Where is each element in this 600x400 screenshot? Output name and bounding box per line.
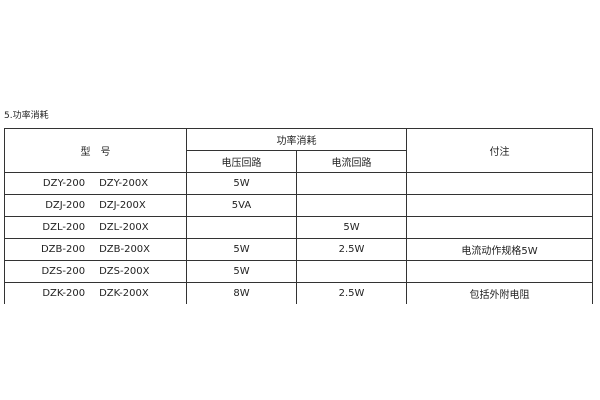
table-row: DZL-200 DZL-200X 5W: [4, 216, 593, 239]
model-a: DZK-200: [42, 288, 86, 299]
section-title: 5.功率消耗: [4, 111, 49, 121]
model-cell: DZJ-200 DZJ-200X: [4, 194, 187, 217]
note-cell: 电流动作规格5W: [406, 238, 593, 261]
voltage-cell: 5VA: [186, 194, 297, 217]
table-row: DZS-200 DZS-200X 5W: [4, 260, 593, 283]
voltage-cell: 8W: [186, 282, 297, 304]
model-a: DZJ-200: [45, 200, 86, 211]
header-power: 功率消耗: [186, 128, 407, 151]
voltage-cell: 5W: [186, 260, 297, 283]
model-cell: DZL-200 DZL-200X: [4, 216, 187, 239]
header-row: 型 号 功率消耗 付注: [4, 128, 593, 173]
subheader-row: 电压回路 电流回路: [5, 150, 593, 173]
model-b: DZB-200X: [99, 244, 151, 255]
model-b: DZJ-200X: [99, 200, 146, 211]
table-row: DZK-200 DZK-200X 8W 2.5W 包括外附电阻: [4, 282, 593, 304]
header-model: 型 号: [4, 128, 187, 173]
table-row: DZY-200 DZY-200X 5W: [4, 172, 593, 195]
model-cell: DZY-200 DZY-200X: [4, 172, 187, 195]
model-a: DZY-200: [42, 178, 86, 189]
note-cell: [406, 194, 593, 217]
model-b: DZY-200X: [99, 178, 149, 189]
note-cell: [406, 260, 593, 283]
current-cell: [296, 194, 407, 217]
header-current-circuit: 电流回路: [296, 150, 407, 173]
voltage-cell: 5W: [186, 172, 297, 195]
table-row: DZJ-200 DZJ-200X 5VA: [4, 194, 593, 217]
current-cell: 2.5W: [296, 238, 407, 261]
current-cell: [296, 172, 407, 195]
model-b: DZK-200X: [99, 288, 149, 299]
model-cell: DZB-200 DZB-200X: [4, 238, 187, 261]
model-cell: DZS-200 DZS-200X: [4, 260, 187, 283]
note-cell: [406, 172, 593, 195]
model-a: DZS-200: [41, 266, 86, 277]
model-b: DZS-200X: [99, 266, 150, 277]
model-cell: DZK-200 DZK-200X: [4, 282, 187, 304]
model-a: DZL-200: [42, 222, 86, 233]
model-b: DZL-200X: [99, 222, 149, 233]
power-consumption-table: 型 号 功率消耗 付注 电压回路 电流回路 DZY-200 DZY-200X 5W…: [4, 128, 593, 304]
table-row: DZB-200 DZB-200X 5W 2.5W 电流动作规格5W: [4, 238, 593, 261]
model-a: DZB-200: [40, 244, 86, 255]
header-notes: 付注: [406, 128, 593, 173]
note-cell: [406, 216, 593, 239]
header-voltage-circuit: 电压回路: [186, 150, 297, 173]
current-cell: [296, 260, 407, 283]
current-cell: 5W: [296, 216, 407, 239]
voltage-cell: 5W: [186, 238, 297, 261]
voltage-cell: [186, 216, 297, 239]
current-cell: 2.5W: [296, 282, 407, 304]
note-cell: 包括外附电阻: [406, 282, 593, 304]
